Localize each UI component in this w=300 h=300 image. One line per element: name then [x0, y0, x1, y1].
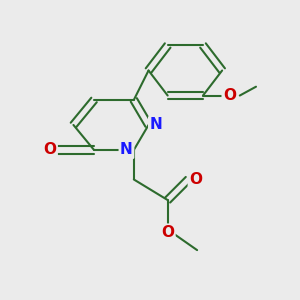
Text: O: O: [44, 142, 56, 158]
Text: O: O: [223, 88, 236, 103]
Text: N: N: [120, 142, 133, 158]
Text: O: O: [189, 172, 202, 187]
Text: O: O: [161, 225, 174, 240]
Text: N: N: [149, 118, 162, 133]
